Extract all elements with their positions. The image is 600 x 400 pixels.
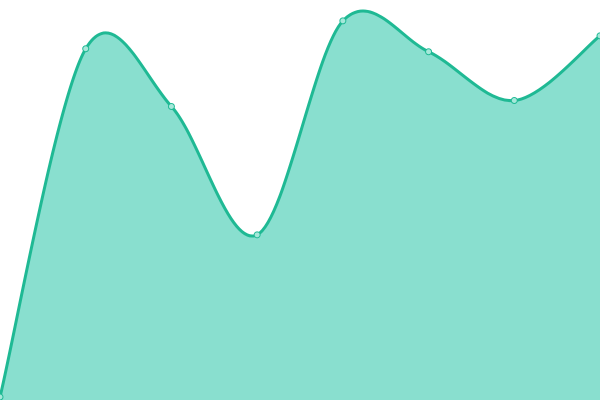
data-point-7 (596, 32, 600, 40)
data-point-0 (0, 393, 4, 400)
area-fill (0, 10, 600, 400)
data-point-2 (167, 102, 175, 110)
data-point-3 (253, 231, 261, 239)
data-point-6 (510, 97, 518, 105)
data-points (0, 17, 600, 400)
series-line (0, 9, 600, 398)
data-point-4 (339, 17, 347, 25)
data-point-5 (425, 48, 433, 56)
data-point-1 (82, 45, 90, 53)
